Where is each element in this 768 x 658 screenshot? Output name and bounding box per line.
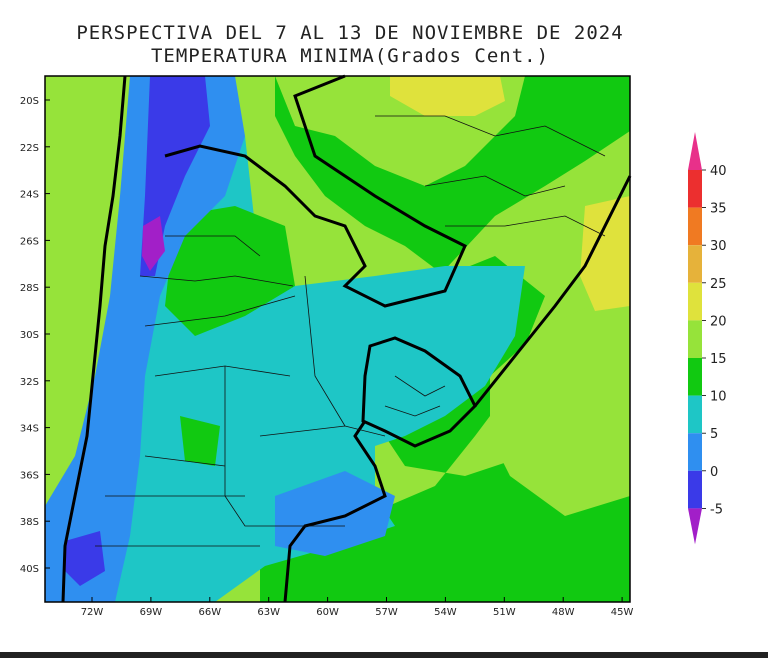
lon-tick-label: 45W (611, 607, 634, 618)
field-10-15-pampa (180, 416, 220, 466)
legend-tick-label: 10 (710, 390, 727, 405)
lat-tick-label: 38S (20, 517, 39, 528)
field-20-25-ne (390, 76, 505, 116)
lat-tick-label: 20S (20, 96, 39, 107)
lon-tick-label: 66W (198, 607, 221, 618)
bolivia-paraguay-border (164, 74, 467, 308)
lon-axis: 72W 69W 66W 63W 60W 57W 54W 51W 48W 45W (81, 597, 634, 618)
legend-tick-label: 35 (710, 202, 727, 217)
lon-tick-label: 72W (81, 607, 104, 618)
lat-tick-label: 34S (20, 424, 39, 435)
lon-tick-label: 57W (375, 607, 398, 618)
legend-tick-label: 25 (710, 277, 727, 292)
lon-tick-label: 48W (552, 607, 575, 618)
map-title: PERSPECTIVA DEL 7 AL 13 DE NOVIEMBRE DE … (76, 22, 624, 44)
legend-tick-label: 30 (710, 239, 727, 254)
legend-color-bin (688, 470, 702, 509)
lon-tick-label: 54W (434, 607, 457, 618)
map-frame (44, 75, 631, 603)
legend-color-bin (688, 207, 702, 246)
field-0-5-patagonia (275, 471, 395, 556)
lat-tick-label: 24S (20, 190, 39, 201)
field-neg5-0-south (65, 531, 105, 586)
lat-axis: 20S 22S 24S 26S 28S 30S 32S 34S 36S 38S 40S (20, 96, 50, 575)
field-10-15-interior (165, 206, 295, 336)
legend-tick-label: 40 (710, 164, 727, 179)
lat-tick-label: 26S (20, 236, 39, 247)
argentina-coast (283, 420, 387, 603)
lat-tick-label: 30S (20, 330, 39, 341)
legend-tick-label: -5 (710, 502, 723, 517)
field-below-neg5 (142, 216, 165, 271)
lon-tick-label: 60W (316, 607, 339, 618)
legend-under-arrow (688, 508, 702, 545)
temperature-map: 20S 22S 24S 26S 28S 30S 32S 34S 36S 38S 40S 72W 69W… (20, 74, 634, 618)
chile-argentina-border (61, 75, 127, 603)
lon-tick-label: 69W (140, 607, 163, 618)
country-borders (61, 74, 632, 603)
lat-tick-label: 36S (20, 470, 39, 481)
legend-color-bin (688, 395, 702, 434)
field-20-25-east (580, 196, 630, 311)
lon-tick-label: 63W (257, 607, 280, 618)
uruguay-border (361, 336, 477, 448)
legend-tick-label: 20 (710, 314, 727, 329)
lat-tick-label: 32S (20, 377, 39, 388)
lat-tick-label: 28S (20, 283, 39, 294)
lat-tick-label: 40S (20, 564, 39, 575)
legend-tick-label: 15 (710, 352, 727, 367)
legend-over-arrow (688, 132, 702, 170)
legend-color-bin (688, 245, 702, 283)
bottom-border (0, 652, 768, 658)
legend-tick-label: 5 (710, 427, 718, 442)
legend-color-bin (688, 320, 702, 358)
lat-tick-label: 22S (20, 143, 39, 154)
field-0-5-andes (45, 76, 245, 602)
legend-color-bin (688, 433, 702, 471)
legend-tick-label: 0 (710, 465, 718, 480)
lon-tick-label: 51W (493, 607, 516, 618)
province-borders (95, 115, 606, 547)
legend-color-bin (688, 282, 702, 321)
color-legend: 40 35 30 25 20 15 10 5 0 -5 (688, 132, 727, 545)
map-subtitle: TEMPERATURA MINIMA(Grados Cent.) (150, 45, 550, 67)
legend-color-bin (688, 170, 702, 208)
brazil-coast (473, 175, 632, 407)
legend-color-bin (688, 358, 702, 396)
field-15-20-ocean (490, 296, 630, 516)
